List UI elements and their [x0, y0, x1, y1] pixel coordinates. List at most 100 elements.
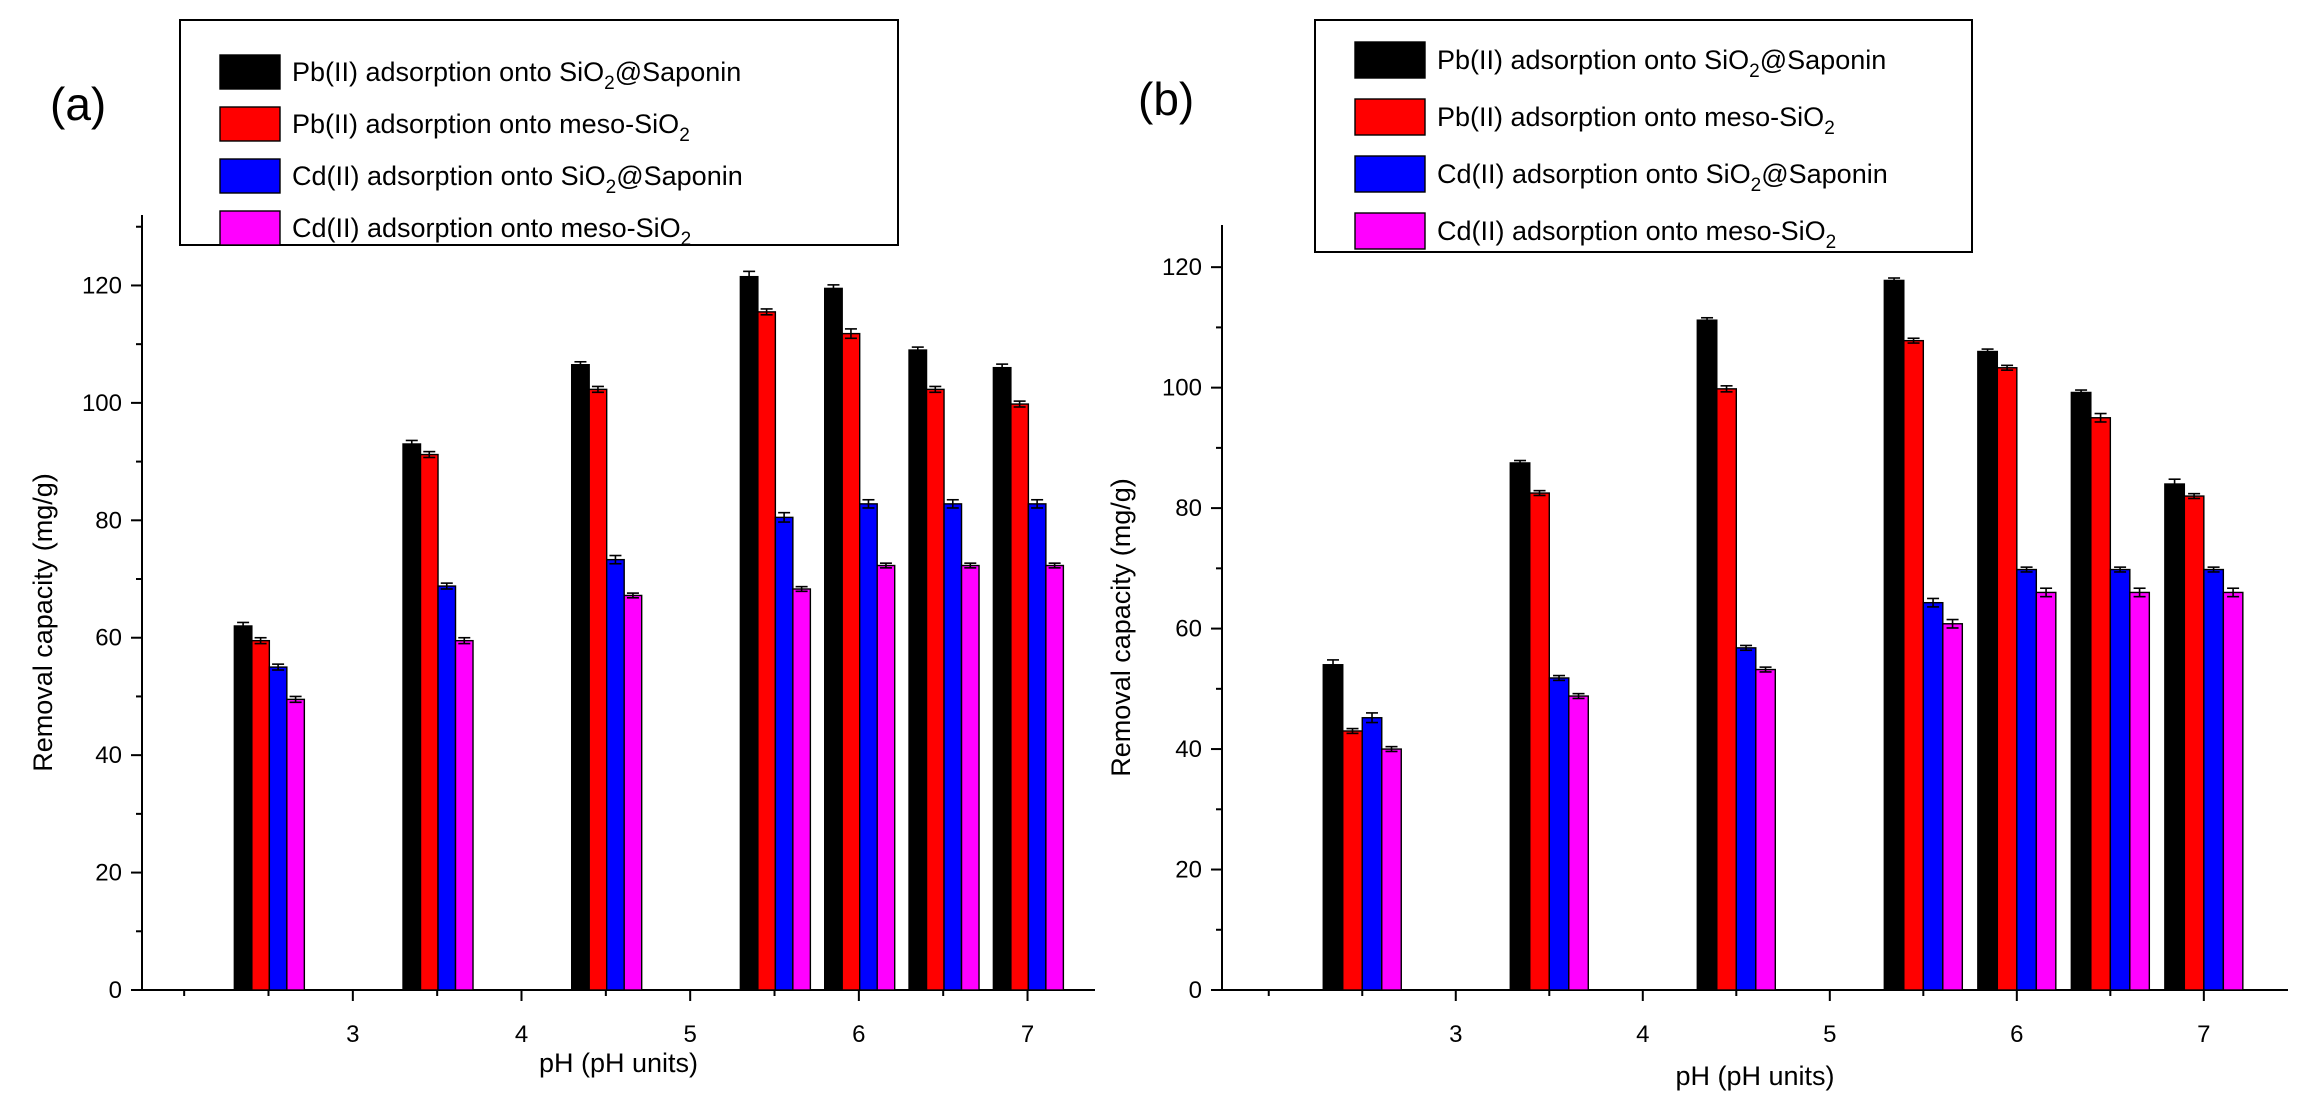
bar-pb-ii-adsorption-onto-sio2-saponin-6.5 [2070, 391, 2092, 991]
bar-pb-ii-adsorption-onto-sio2-saponin-2.5 [1322, 664, 1344, 991]
y-tick-label: 20 [1175, 857, 1202, 884]
bar-cd-ii-adsorption-onto-sio2-saponin-2.5 [1361, 717, 1383, 991]
bar-cd-ii-adsorption-onto-sio2-saponin-6.5 [943, 503, 963, 991]
panel-label: (b) [1138, 73, 1194, 125]
y-tick-label: 120 [82, 272, 122, 299]
bar-pb-ii-adsorption-onto-sio2-saponin-7 [992, 366, 1012, 991]
bar-pb-ii-adsorption-onto-meso-sio2-4.5 [588, 388, 608, 991]
legend-entry: Cd(II) adsorption onto meso-SiO2 [1437, 216, 1836, 253]
bar-cd-ii-adsorption-onto-sio2-saponin-2.5 [268, 666, 288, 991]
bar-cd-ii-adsorption-onto-meso-sio2-4.5 [1755, 668, 1776, 991]
legend-entry-text: Pb(II) adsorption onto SiO [292, 57, 604, 87]
legend-swatch [1354, 41, 1426, 79]
legend-entry: Cd(II) adsorption onto SiO2@Saponin [1437, 159, 1888, 196]
y-tick-label: 80 [1175, 495, 1202, 522]
legend-swatch [219, 106, 281, 142]
bar-pb-ii-adsorption-onto-meso-sio2-7 [1010, 403, 1030, 991]
legend-entry-text: Cd(II) adsorption onto meso-SiO [292, 213, 681, 243]
legend-entry-subscript: 2 [1751, 175, 1762, 196]
y-axis-label: Removal capacity (mg/g) [28, 473, 58, 772]
legend-entry-suffix: @Saponin [615, 57, 742, 87]
legend-swatch [219, 158, 281, 194]
y-tick-label: 100 [82, 390, 122, 417]
bar-cd-ii-adsorption-onto-meso-sio2-2.5 [286, 698, 306, 991]
bar-cd-ii-adsorption-onto-meso-sio2-3.5 [1568, 695, 1589, 991]
legend-swatch [219, 210, 281, 246]
bar-pb-ii-adsorption-onto-meso-sio2-6.5 [925, 388, 945, 991]
legend-entry: Pb(II) adsorption onto meso-SiO2 [1437, 102, 1835, 139]
bar-pb-ii-adsorption-onto-meso-sio2-6.5 [2090, 417, 2112, 991]
x-tick-label: 4 [515, 1021, 528, 1048]
legend-entry: Cd(II) adsorption onto meso-SiO2 [292, 213, 691, 250]
legend-entry-text: Pb(II) adsorption onto meso-SiO [1437, 102, 1824, 132]
bar-cd-ii-adsorption-onto-sio2-saponin-7 [1027, 503, 1047, 991]
legend-entry: Cd(II) adsorption onto SiO2@Saponin [292, 161, 743, 198]
legend-box [179, 19, 899, 246]
bar-pb-ii-adsorption-onto-sio2-saponin-6.5 [908, 349, 928, 991]
bar-cd-ii-adsorption-onto-sio2-saponin-6.5 [2109, 568, 2131, 991]
bar-cd-ii-adsorption-onto-meso-sio2-6.5 [2129, 591, 2151, 991]
legend-entry: Pb(II) adsorption onto SiO2@Saponin [292, 57, 741, 94]
bar-pb-ii-adsorption-onto-sio2-saponin-5.5 [1883, 279, 1905, 991]
y-tick-label: 120 [1162, 254, 1202, 281]
bar-cd-ii-adsorption-onto-sio2-saponin-3.5 [437, 585, 457, 991]
legend-entry-subscript: 2 [1749, 61, 1760, 82]
y-tick-label: 40 [1175, 736, 1202, 763]
bar-cd-ii-adsorption-onto-sio2-saponin-7 [2203, 568, 2225, 991]
bar-cd-ii-adsorption-onto-sio2-saponin-5.5 [1922, 601, 1944, 991]
panel-label: (a) [50, 78, 106, 130]
legend-entry: Pb(II) adsorption onto meso-SiO2 [292, 109, 690, 146]
legend-entry-subscript: 2 [681, 229, 692, 250]
x-tick-label: 3 [1449, 1021, 1462, 1048]
bar-pb-ii-adsorption-onto-meso-sio2-5.5 [1903, 339, 1925, 991]
legend-entry-text: Cd(II) adsorption onto SiO [292, 161, 606, 191]
bar-pb-ii-adsorption-onto-sio2-saponin-6 [1977, 350, 1999, 991]
bar-pb-ii-adsorption-onto-meso-sio2-6 [841, 332, 861, 991]
y-tick-label: 20 [95, 860, 122, 887]
legend-entry-subscript: 2 [1826, 232, 1837, 253]
x-tick-label: 3 [346, 1021, 359, 1048]
legend-entry-subscript: 2 [606, 177, 617, 198]
bar-cd-ii-adsorption-onto-sio2-saponin-4.5 [605, 558, 625, 991]
bar-cd-ii-adsorption-onto-meso-sio2-7 [2222, 591, 2244, 991]
bar-cd-ii-adsorption-onto-meso-sio2-7 [1045, 564, 1065, 991]
legend-entry-suffix: @Saponin [1761, 159, 1888, 189]
x-tick-label: 4 [1636, 1021, 1649, 1048]
bar-cd-ii-adsorption-onto-meso-sio2-6 [2035, 591, 2057, 991]
bar-pb-ii-adsorption-onto-sio2-saponin-4.5 [570, 364, 590, 991]
bar-pb-ii-adsorption-onto-sio2-saponin-3.5 [402, 443, 422, 991]
bar-pb-ii-adsorption-onto-meso-sio2-5.5 [757, 311, 777, 991]
y-tick-label: 100 [1162, 375, 1202, 402]
x-axis-label: pH (pH units) [539, 1048, 698, 1078]
bar-pb-ii-adsorption-onto-meso-sio2-6 [1996, 367, 2018, 991]
bar-cd-ii-adsorption-onto-meso-sio2-4.5 [623, 594, 643, 991]
bar-cd-ii-adsorption-onto-meso-sio2-6.5 [960, 564, 980, 991]
bar-pb-ii-adsorption-onto-meso-sio2-2.5 [251, 639, 271, 991]
x-tick-label: 6 [852, 1021, 865, 1048]
bar-pb-ii-adsorption-onto-meso-sio2-7 [2183, 495, 2205, 991]
legend-entry-suffix: @Saponin [616, 161, 743, 191]
legend-swatch [219, 54, 281, 90]
legend-swatch [1354, 212, 1426, 250]
legend-entry-subscript: 2 [679, 125, 690, 146]
legend-entry: Pb(II) adsorption onto SiO2@Saponin [1437, 45, 1886, 82]
bar-cd-ii-adsorption-onto-sio2-saponin-5.5 [774, 516, 794, 991]
bar-cd-ii-adsorption-onto-meso-sio2-2.5 [1381, 748, 1402, 991]
legend-entry-suffix: @Saponin [1760, 45, 1887, 75]
bar-pb-ii-adsorption-onto-meso-sio2-3.5 [419, 453, 439, 991]
panel-b: (b) 0 20 40 60 80 100 120 3 4 5 6 7 pH (pH units) Remo… [1106, 19, 2288, 1091]
bar-pb-ii-adsorption-onto-sio2-saponin-7 [2164, 483, 2186, 991]
bar-pb-ii-adsorption-onto-sio2-saponin-4.5 [1696, 319, 1718, 991]
legend-entry-text: Pb(II) adsorption onto SiO [1437, 45, 1749, 75]
bar-pb-ii-adsorption-onto-sio2-saponin-2.5 [233, 625, 253, 991]
panel-a: (a) 0 20 40 60 80 100 120 3 4 5 6 7 pH (pH units) Remo… [28, 19, 1095, 1078]
y-tick-label: 40 [95, 742, 122, 769]
bar-pb-ii-adsorption-onto-sio2-saponin-6 [824, 287, 843, 991]
bar-pb-ii-adsorption-onto-meso-sio2-2.5 [1342, 730, 1363, 991]
legend-entry-text: Pb(II) adsorption onto meso-SiO [292, 109, 679, 139]
legend-entry-subscript: 2 [604, 73, 615, 94]
bar-cd-ii-adsorption-onto-meso-sio2-5.5 [1942, 623, 1964, 991]
x-tick-label: 5 [1823, 1021, 1836, 1048]
legend-swatch [1354, 155, 1426, 193]
